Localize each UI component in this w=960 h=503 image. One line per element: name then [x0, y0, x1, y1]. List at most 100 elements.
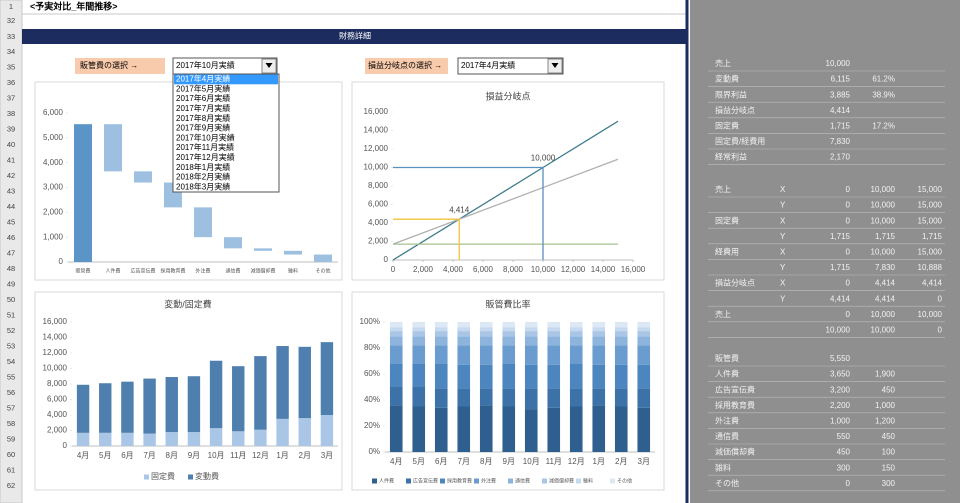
y-tick-label: 8,000	[368, 181, 389, 190]
bar-segment	[254, 356, 267, 430]
y-tick-label: 0	[63, 441, 68, 450]
table-cell: 6,115	[831, 75, 851, 84]
row-header: 57	[7, 403, 15, 412]
bar-segment	[434, 388, 448, 408]
y-tick-label: 14,000	[364, 126, 389, 135]
row-header: 48	[7, 264, 15, 273]
control-label-box	[75, 58, 165, 74]
dropdown-option[interactable]: 2018年1月実績	[176, 162, 230, 172]
bar-segment	[412, 336, 426, 346]
side-panel	[690, 0, 960, 503]
bar-segment	[76, 384, 90, 433]
dropdown-option[interactable]: 2017年10月実績	[176, 132, 235, 142]
bar-segment	[389, 405, 403, 452]
table-cell: 1,715	[922, 232, 943, 241]
table-cell: 550	[837, 432, 851, 441]
bar-segment	[479, 322, 493, 328]
y-tick-label: 6,000	[47, 395, 68, 404]
dropdown-option[interactable]: 2017年6月実績	[176, 93, 230, 103]
table-cell: X	[780, 216, 786, 225]
row-header-column	[0, 0, 23, 503]
x-tick-label: 10月	[208, 451, 225, 460]
table-cell: 1,715	[830, 263, 851, 272]
legend-label: 減価償却費	[549, 477, 574, 484]
row-header: 50	[7, 295, 15, 304]
dropdown-option[interactable]: 2017年8月実績	[176, 113, 230, 123]
table-cell: その他	[715, 478, 739, 488]
table-cell: 1,715	[830, 232, 851, 241]
table-cell: Y	[780, 263, 786, 272]
row-header: 49	[7, 279, 15, 288]
dropdown-option[interactable]: 2018年3月実績	[176, 181, 230, 191]
dropdown-option[interactable]: 2017年7月実績	[176, 103, 230, 113]
bar-segment	[412, 406, 426, 452]
dropdown-option[interactable]: 2017年12月実績	[176, 152, 235, 162]
bar-segment	[412, 331, 426, 337]
row-header: 40	[7, 140, 15, 149]
x-tick-label: 採用教育費	[160, 267, 185, 274]
bar	[104, 124, 122, 172]
legend-swatch	[576, 478, 581, 484]
legend-label: 採用教育費	[447, 477, 472, 484]
table-cell: 減価償却費	[715, 447, 755, 457]
table-cell: 450	[882, 385, 896, 394]
table-cell: 1,200	[875, 417, 896, 426]
dropdown-arrow	[265, 63, 273, 68]
legend-label: 雑料	[583, 477, 593, 484]
bar-segment	[592, 331, 606, 337]
bar-segment	[502, 388, 516, 407]
y-tick-label: 2,000	[47, 426, 68, 435]
row-header: 59	[7, 434, 15, 443]
x-tick-label: 6月	[435, 457, 447, 466]
x-tick-label: 12月	[252, 451, 269, 460]
legend-label: 固定費	[151, 471, 175, 481]
bar-segment	[479, 345, 493, 365]
bar-segment	[502, 327, 516, 332]
table-cell: 10,000	[871, 310, 896, 319]
dropdown-value[interactable]: 2017年4月実績	[461, 60, 515, 70]
table-cell: 10,000	[871, 326, 896, 335]
y-tick-label: 0	[59, 257, 64, 266]
bar-segment	[547, 345, 561, 365]
bar-segment	[637, 327, 651, 332]
legend-swatch	[188, 474, 193, 480]
table-cell: 0	[846, 248, 851, 257]
dropdown-option[interactable]: 2017年4月実績	[176, 74, 230, 84]
bar-segment	[457, 336, 471, 346]
bar-segment	[276, 346, 289, 419]
bar-segment	[457, 322, 471, 328]
table-cell: 10,888	[918, 263, 943, 272]
table-cell: 通信費	[715, 431, 739, 441]
table-cell: 1,715	[875, 232, 896, 241]
dropdown-option[interactable]: 2017年9月実績	[176, 123, 230, 133]
dropdown[interactable]	[457, 57, 564, 75]
title-cell: <予実対比_年間推移>	[30, 0, 118, 11]
x-tick-label: 8,000	[503, 265, 524, 274]
y-tick-label: 16,000	[364, 107, 389, 116]
x-tick-label: 7月	[143, 451, 155, 460]
dropdown-value[interactable]: 2017年10月実績	[176, 60, 235, 70]
legend-label: 変動費	[195, 471, 219, 481]
x-tick-label: 2,000	[413, 265, 434, 274]
dropdown-option[interactable]: 2017年11月実績	[176, 142, 234, 152]
x-tick-label: 4月	[77, 451, 89, 460]
row-header: 53	[7, 341, 15, 350]
dropdown-option[interactable]: 2018年2月実績	[176, 172, 230, 182]
row-header: 35	[7, 62, 15, 71]
x-tick-label: 10月	[523, 457, 540, 466]
x-tick-label: 0	[391, 265, 396, 274]
x-tick-label: 減価償却費	[250, 267, 275, 274]
table-cell: 10,000	[871, 185, 896, 194]
dropdown-option-highlight	[174, 74, 278, 85]
table-cell: 0	[938, 294, 943, 303]
legend-label: 外注費	[481, 477, 496, 484]
control-label: 販管費の選択 →	[80, 60, 138, 70]
table-cell: 0	[846, 216, 851, 225]
bar-segment	[524, 322, 538, 328]
bar-segment	[209, 360, 223, 429]
dropdown-option[interactable]: 2017年5月実績	[176, 83, 230, 93]
legend-swatch	[406, 478, 411, 484]
row-header: 58	[7, 419, 15, 428]
table-cell: 2,200	[830, 401, 851, 410]
x-tick-label: 2月	[299, 451, 311, 460]
